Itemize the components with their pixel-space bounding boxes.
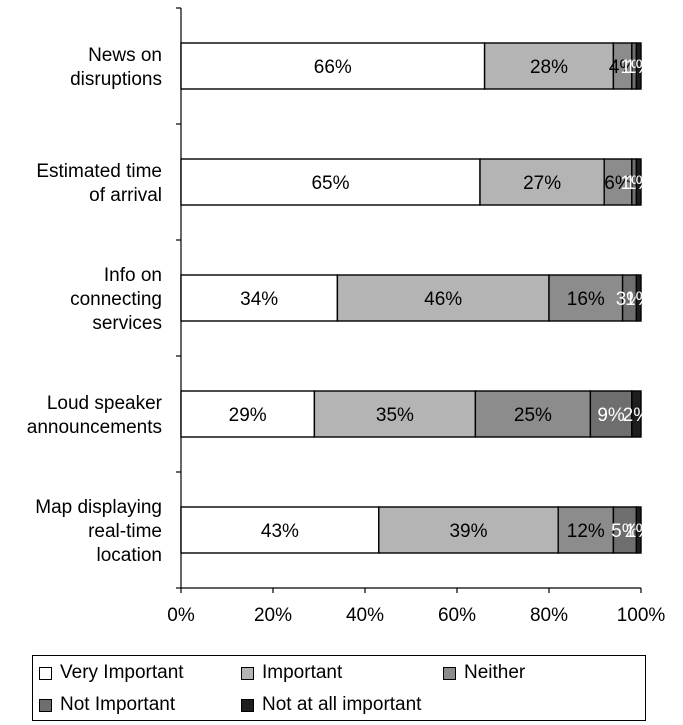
legend-item-not-at-all-important: Not at all important	[241, 694, 421, 716]
bar-segment	[589, 390, 633, 438]
data-label: 1%	[625, 57, 653, 78]
bar-segment	[180, 274, 339, 322]
category-label: location	[97, 545, 163, 566]
data-label: 25%	[514, 405, 552, 426]
data-label: 35%	[376, 405, 414, 426]
data-label: 5%	[611, 521, 639, 542]
legend-label-neither: Neither	[464, 662, 526, 683]
data-label: 6%	[604, 173, 632, 194]
legend-label-not-at-all-important: Not at all important	[262, 694, 422, 715]
category-label: Map displaying	[35, 497, 162, 518]
data-label: 4%	[609, 57, 637, 78]
bar-segment	[635, 158, 642, 206]
data-label: 29%	[229, 405, 267, 426]
category-label: announcements	[27, 417, 162, 438]
bar-segment	[603, 158, 633, 206]
category-label: disruptions	[70, 69, 162, 90]
category-label: connecting	[70, 289, 162, 310]
bar-segment	[631, 390, 642, 438]
category-label: Loud speaker	[47, 393, 163, 414]
legend-swatch-very-important	[39, 666, 52, 680]
x-tick-label: 40%	[346, 605, 384, 626]
bar-segment	[313, 390, 477, 438]
data-label: 27%	[523, 173, 561, 194]
category-label: services	[92, 313, 162, 334]
x-tick-label: 80%	[530, 605, 568, 626]
stacked-bar-chart: 0% 20% 40% 60% 80% 100%66% 28% 4%1%1%News ondis…	[27, 7, 666, 626]
x-tick-label: 0%	[167, 605, 195, 626]
x-tick-label: 60%	[438, 605, 476, 626]
bar-segment	[180, 158, 481, 206]
category-label: of arrival	[89, 185, 162, 206]
data-label: 46%	[424, 289, 462, 310]
data-label: 2%	[623, 405, 651, 426]
category-label: News on	[88, 45, 162, 66]
legend-item-important: Important	[241, 662, 342, 684]
bar-segment	[180, 506, 380, 554]
data-label: 12%	[567, 521, 605, 542]
legend-item-not-important: Not Important	[39, 694, 175, 716]
data-label: 65%	[311, 173, 349, 194]
data-label: 1%	[625, 521, 653, 542]
category-label: real-time	[88, 521, 162, 542]
legend-swatch-important	[241, 666, 254, 680]
legend-swatch-not-at-all-important	[241, 698, 254, 712]
bar-segment	[557, 506, 615, 554]
data-label: 43%	[261, 521, 299, 542]
bar-segment	[479, 158, 605, 206]
data-label: 34%	[240, 289, 278, 310]
data-label: 66%	[314, 57, 352, 78]
x-tick-label: 100%	[617, 605, 666, 626]
legend-label-not-important: Not Important	[60, 694, 176, 715]
data-label: 28%	[530, 57, 568, 78]
data-label: 16%	[567, 289, 605, 310]
legend-swatch-not-important	[39, 698, 52, 712]
legend-label-important: Important	[262, 662, 343, 683]
legend-swatch-neither	[443, 666, 456, 680]
category-label: Info on	[104, 265, 162, 286]
bar-segment	[336, 274, 550, 322]
bar-segment	[180, 390, 316, 438]
category-label: Estimated time	[36, 161, 162, 182]
bar-segment	[635, 506, 642, 554]
data-label: 1%	[625, 173, 653, 194]
data-label: 9%	[597, 405, 625, 426]
legend: Very Important Important Neither Not Imp…	[32, 655, 646, 721]
data-label: 1%	[625, 289, 653, 310]
legend-item-neither: Neither	[443, 662, 525, 684]
bar-segment	[635, 274, 642, 322]
legend-item-very-important: Very Important	[39, 662, 184, 684]
data-label: 39%	[449, 521, 487, 542]
x-tick-label: 20%	[254, 605, 292, 626]
legend-label-very-important: Very Important	[60, 662, 184, 683]
bar-segment	[635, 42, 642, 90]
